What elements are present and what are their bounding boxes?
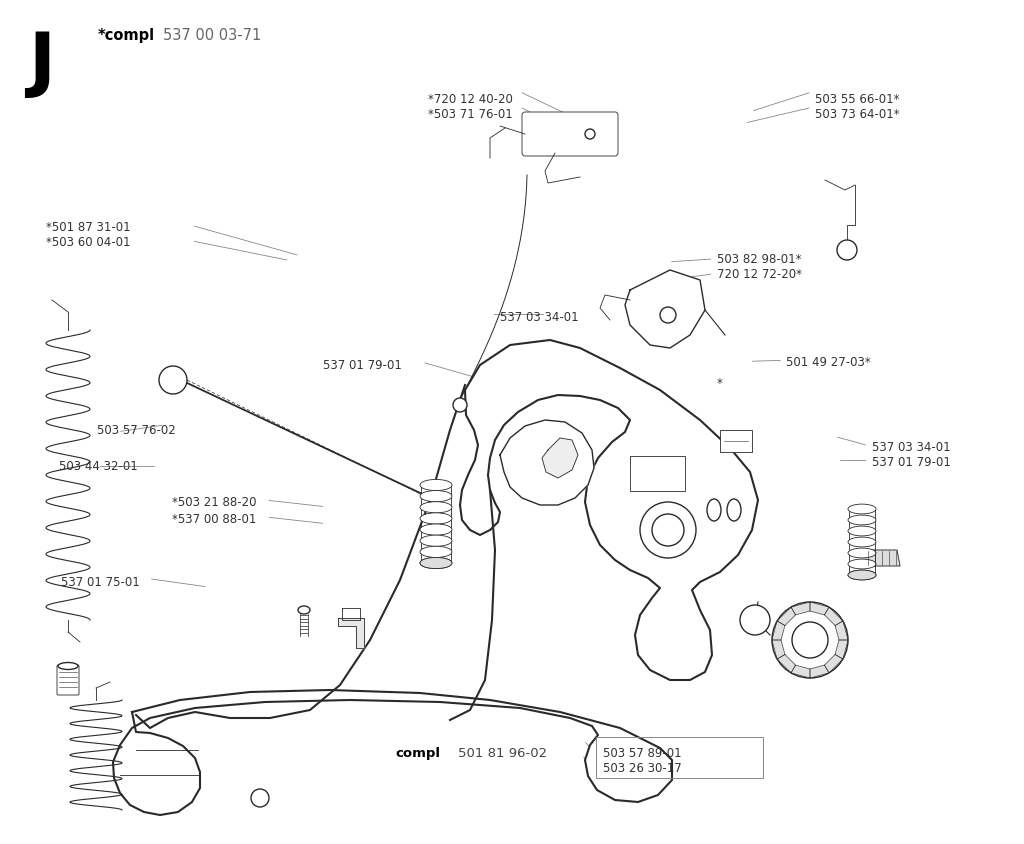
Circle shape — [453, 398, 467, 412]
Ellipse shape — [848, 570, 876, 580]
Ellipse shape — [420, 479, 452, 490]
Text: J: J — [28, 30, 55, 99]
Polygon shape — [864, 550, 900, 566]
Polygon shape — [777, 607, 796, 625]
Ellipse shape — [58, 663, 78, 669]
Ellipse shape — [420, 557, 452, 569]
Text: *537 00 88-01: *537 00 88-01 — [172, 513, 256, 526]
Text: 537 03 34-01: 537 03 34-01 — [872, 441, 951, 453]
Ellipse shape — [848, 537, 876, 547]
Text: 537 00 03-71: 537 00 03-71 — [163, 28, 261, 43]
Text: 503 73 64-01*: 503 73 64-01* — [815, 108, 900, 121]
Ellipse shape — [707, 499, 721, 521]
Ellipse shape — [420, 524, 452, 535]
Text: 720 12 72-20*: 720 12 72-20* — [717, 268, 802, 281]
FancyBboxPatch shape — [630, 456, 685, 491]
Ellipse shape — [727, 499, 741, 521]
Text: 501 49 27-03*: 501 49 27-03* — [786, 356, 871, 369]
Polygon shape — [791, 665, 810, 678]
Ellipse shape — [848, 504, 876, 514]
Ellipse shape — [420, 513, 452, 524]
Polygon shape — [836, 621, 848, 640]
Text: 503 55 66-01*: 503 55 66-01* — [815, 93, 900, 106]
Text: 501 81 96-02: 501 81 96-02 — [458, 747, 547, 760]
Circle shape — [792, 622, 828, 658]
Text: 503 57 76-02: 503 57 76-02 — [97, 424, 176, 436]
Circle shape — [740, 605, 770, 635]
Polygon shape — [542, 438, 578, 478]
Circle shape — [585, 129, 595, 139]
Text: *720 12 40-20: *720 12 40-20 — [428, 93, 513, 106]
Ellipse shape — [420, 490, 452, 501]
Polygon shape — [460, 340, 758, 680]
Ellipse shape — [848, 559, 876, 569]
Polygon shape — [500, 420, 594, 505]
Circle shape — [159, 366, 187, 394]
Polygon shape — [772, 621, 784, 640]
Polygon shape — [777, 654, 796, 673]
Circle shape — [640, 502, 696, 558]
Ellipse shape — [848, 548, 876, 558]
Ellipse shape — [420, 535, 452, 546]
Polygon shape — [791, 602, 810, 615]
Ellipse shape — [420, 546, 452, 557]
Ellipse shape — [848, 570, 876, 580]
FancyBboxPatch shape — [720, 430, 752, 452]
Polygon shape — [810, 665, 829, 678]
Polygon shape — [113, 690, 672, 815]
Circle shape — [652, 514, 684, 546]
Text: *503 71 76-01: *503 71 76-01 — [428, 108, 513, 121]
Circle shape — [837, 240, 857, 260]
Ellipse shape — [298, 606, 310, 614]
Text: 503 82 98-01*: 503 82 98-01* — [717, 253, 802, 266]
Polygon shape — [772, 640, 784, 659]
Ellipse shape — [848, 526, 876, 536]
Text: *503 21 88-20: *503 21 88-20 — [172, 496, 257, 509]
Polygon shape — [824, 607, 843, 625]
Polygon shape — [836, 640, 848, 659]
Text: 503 26 30-17: 503 26 30-17 — [603, 762, 682, 775]
Ellipse shape — [420, 557, 452, 569]
Circle shape — [251, 789, 269, 807]
Text: *compl: *compl — [98, 28, 155, 43]
Text: *: * — [717, 377, 723, 390]
Text: *503 60 04-01: *503 60 04-01 — [46, 236, 131, 249]
Polygon shape — [625, 270, 705, 348]
FancyBboxPatch shape — [522, 112, 618, 156]
Text: *501 87 31-01: *501 87 31-01 — [46, 221, 131, 234]
Text: 503 57 89-01: 503 57 89-01 — [603, 747, 682, 760]
Polygon shape — [824, 654, 843, 673]
Text: 537 01 79-01: 537 01 79-01 — [323, 359, 401, 371]
Text: 503 44 32-01: 503 44 32-01 — [59, 460, 138, 473]
FancyBboxPatch shape — [57, 665, 79, 695]
Polygon shape — [338, 618, 364, 648]
Ellipse shape — [848, 515, 876, 525]
Ellipse shape — [420, 501, 452, 513]
Text: 537 01 75-01: 537 01 75-01 — [61, 576, 140, 588]
Polygon shape — [810, 602, 829, 615]
Text: 537 01 79-01: 537 01 79-01 — [872, 456, 951, 468]
Text: 537 03 34-01: 537 03 34-01 — [500, 311, 579, 323]
Circle shape — [660, 307, 676, 323]
Text: compl: compl — [395, 747, 440, 760]
